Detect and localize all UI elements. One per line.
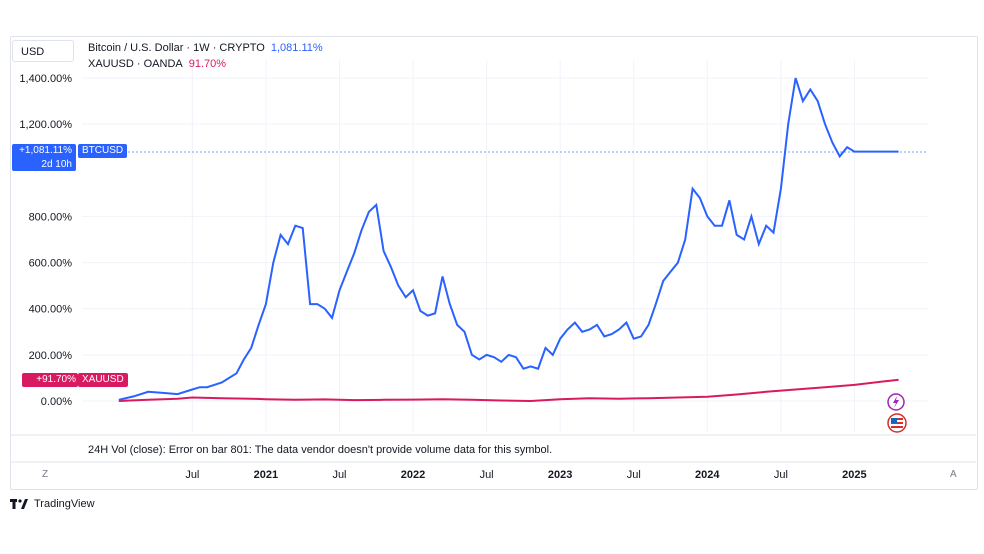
legend-xau-label: XAUUSD · OANDA [88, 58, 183, 70]
legend-btc-value: 1,081.11% [270, 42, 323, 54]
legend-btc[interactable]: Bitcoin / U.S. Dollar · 1W · CRYPTO 1,081… [88, 42, 323, 54]
x-tick-label: 2024 [695, 469, 720, 481]
y-tick-label: 400.00% [29, 304, 73, 316]
tradingview-logo-icon [10, 499, 28, 509]
x-tick-label: Jul [332, 469, 347, 481]
us-flag-icon[interactable] [887, 413, 907, 433]
reset-scale-button[interactable]: Z [42, 469, 49, 480]
tradingview-brand: TradingView [10, 498, 95, 510]
legend-xau[interactable]: XAUUSD · OANDA 91.70% [88, 58, 226, 70]
auto-scale-button[interactable]: A [950, 469, 957, 480]
xau-tag-value: +91.70% [22, 373, 78, 387]
xau-name-tag: XAUUSD [78, 373, 128, 387]
btc-tag-value: +1,081.11% [19, 145, 72, 156]
y-tick-label: 1,400.00% [19, 73, 72, 85]
y-tick-label: 600.00% [29, 258, 73, 270]
currency-selector[interactable]: USD [12, 40, 74, 62]
y-tick-label: 200.00% [29, 350, 73, 362]
lightning-icon[interactable] [887, 393, 905, 411]
x-tick-label: Jul [773, 469, 788, 481]
legend-xau-value: 91.70% [188, 58, 227, 70]
y-axis-ticks: 1,400.00% 1,200.00% 800.00% 600.00% 400.00% 2… [19, 73, 72, 408]
x-tick-label: Jul [626, 469, 641, 481]
btc-price-tag: +1,081.11% 2d 10h [12, 144, 76, 171]
x-tick-label: Jul [185, 469, 200, 481]
legend-btc-label: Bitcoin / U.S. Dollar · 1W · CRYPTO [88, 42, 265, 54]
x-tick-label: Jul [479, 469, 494, 481]
x-tick-label: 2021 [253, 469, 279, 481]
btc-tag-time: 2d 10h [41, 159, 72, 170]
volume-error-message: 24H Vol (close): Error on bar 801: The d… [88, 444, 553, 456]
btc-name-tag: BTCUSD [78, 144, 128, 158]
series-line-xauusd [118, 378, 899, 403]
x-tick-label: 2023 [547, 469, 573, 481]
x-tick-label: 2022 [400, 469, 426, 481]
brand-label: TradingView [34, 498, 95, 510]
y-tick-label: 0.00% [41, 396, 72, 408]
y-tick-label: 800.00% [29, 211, 73, 223]
y-tick-label: 1,200.00% [19, 119, 72, 131]
series-line-btcusd [118, 77, 899, 401]
x-tick-label: 2025 [842, 469, 867, 481]
chart-grid [82, 60, 928, 432]
